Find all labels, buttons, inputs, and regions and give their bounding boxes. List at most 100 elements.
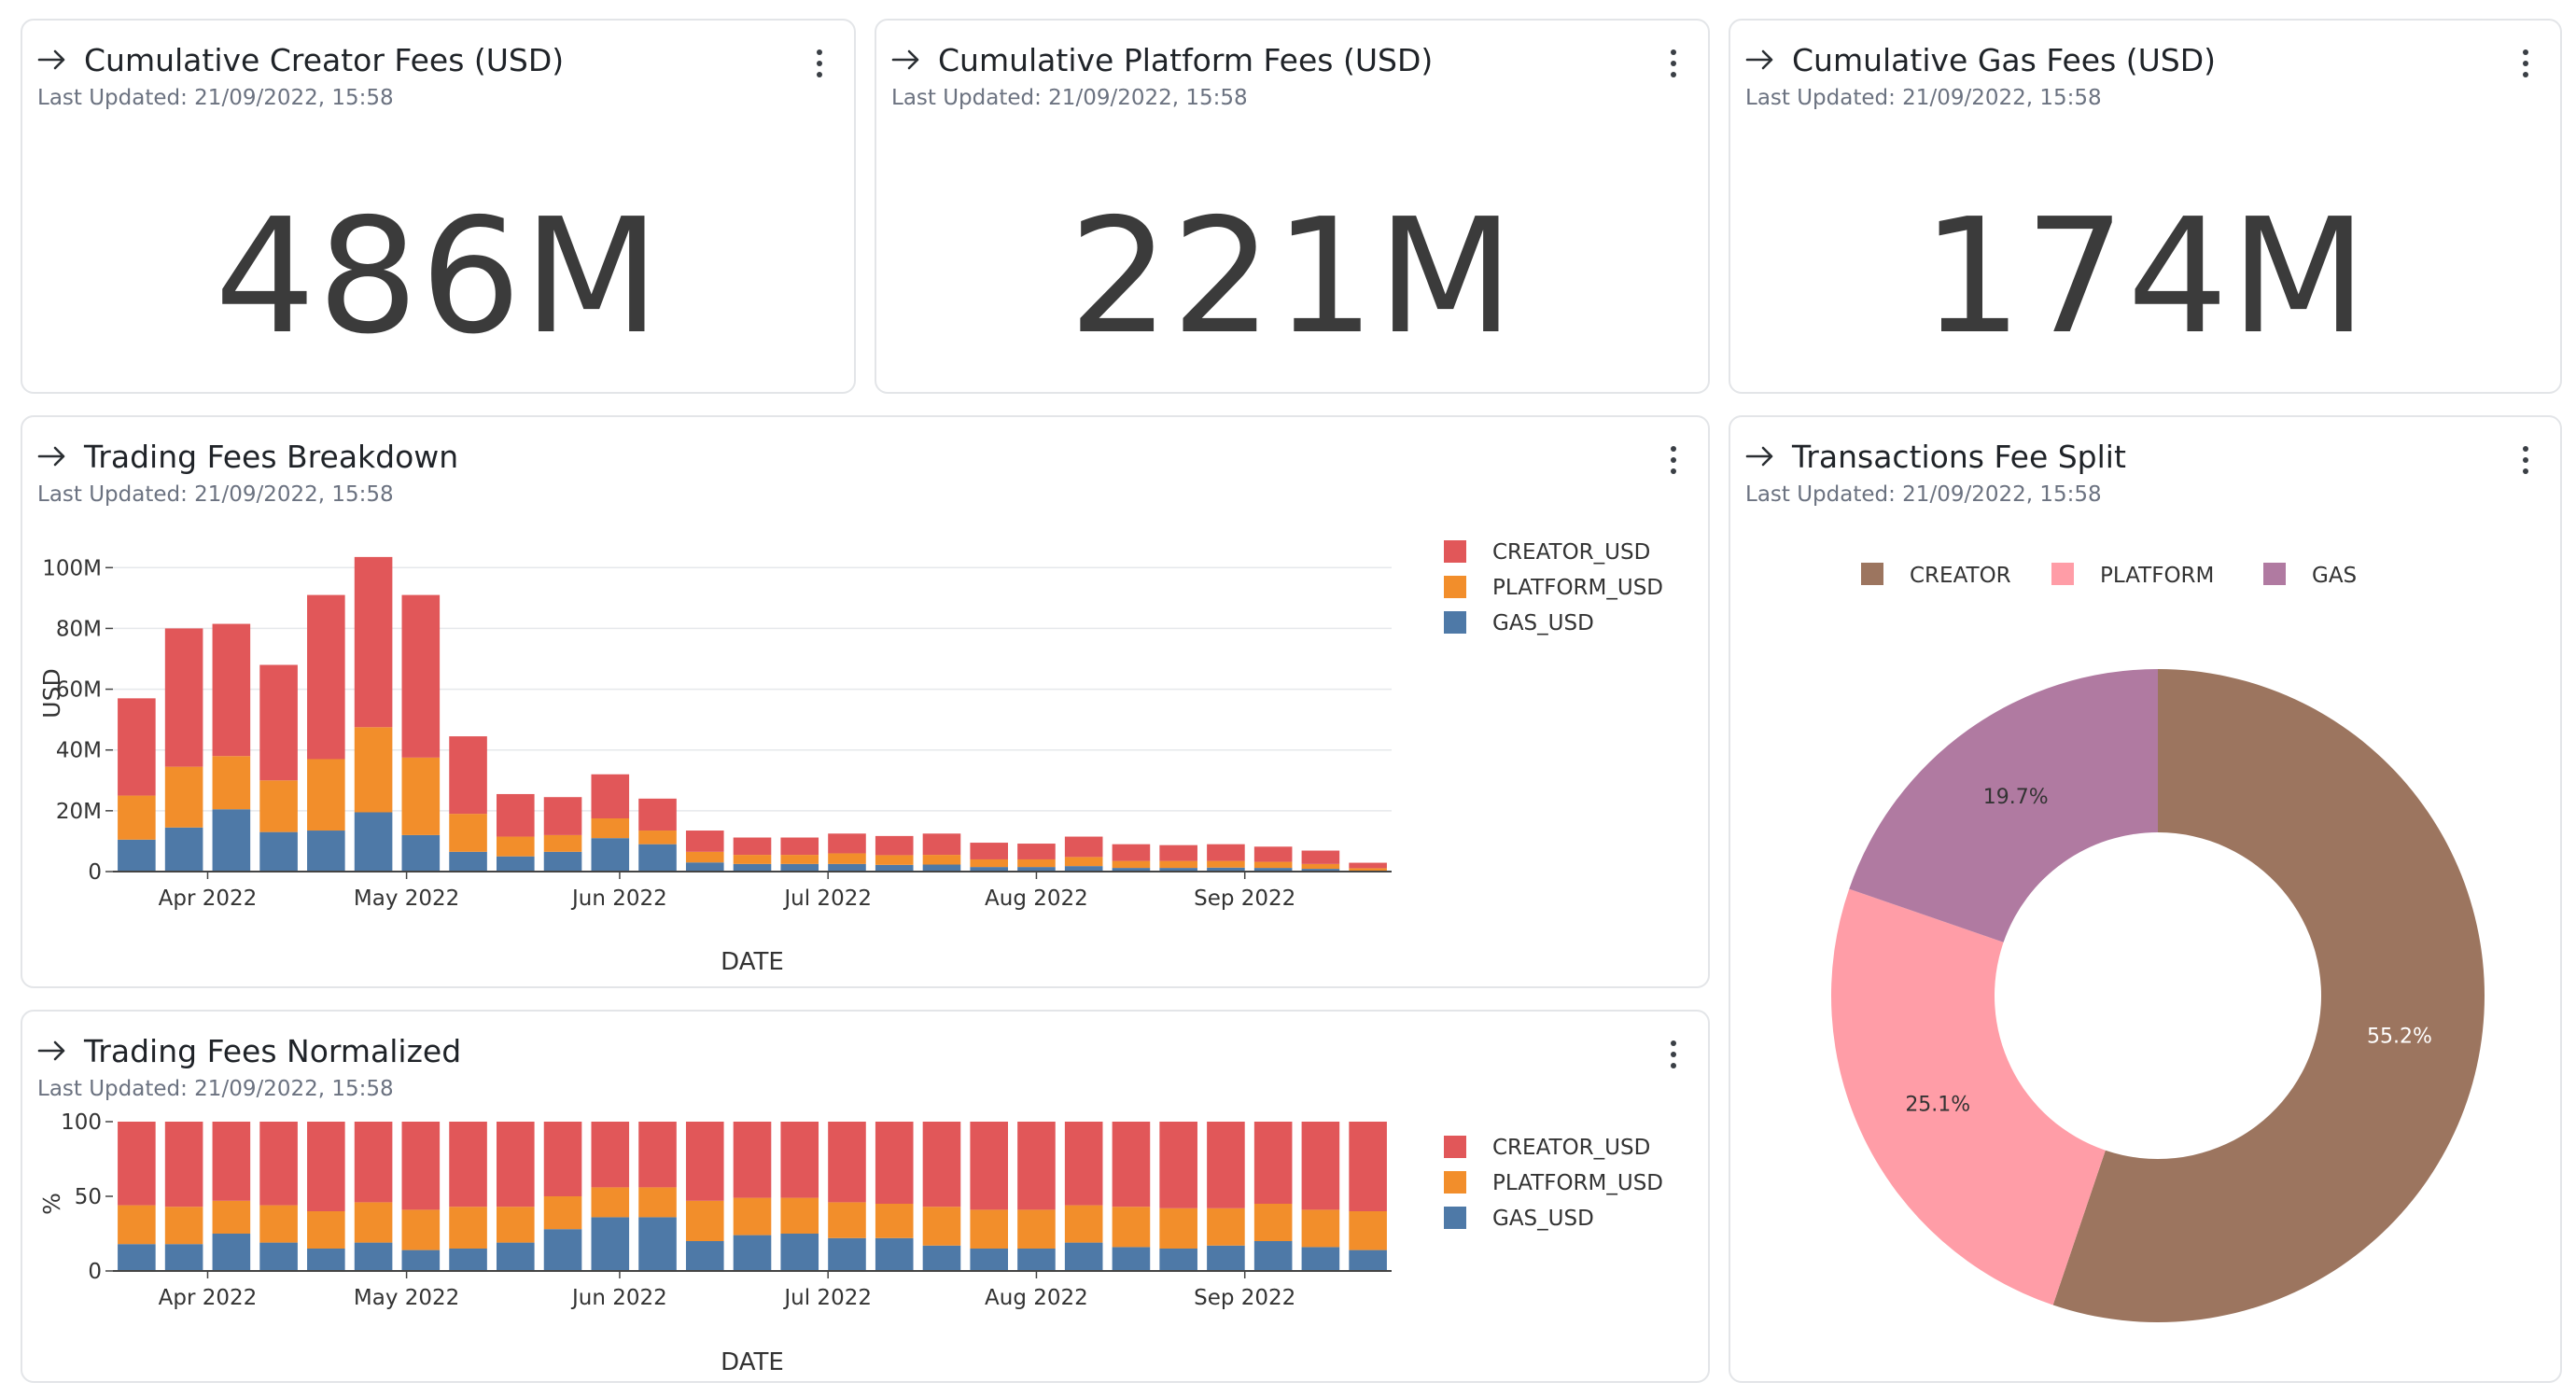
bar-platform-usd (638, 1187, 677, 1218)
x-tick-label: Aug 2022 (985, 886, 1088, 911)
bar-creator-usd (212, 1122, 251, 1201)
kpi-card-gas-fees: Cumulative Gas Fees (USD) Last Updated: … (1729, 19, 2562, 394)
bar-platform-usd (1207, 860, 1245, 868)
bar-gas-usd (875, 864, 914, 872)
arrow-right-icon[interactable] (37, 49, 67, 71)
trading-fees-breakdown-card: Trading Fees Breakdown Last Updated: 21/… (21, 415, 1710, 988)
bar-creator-usd (638, 798, 677, 831)
bar-platform-usd (212, 1200, 251, 1234)
bar-gas-usd (1207, 867, 1245, 872)
bar-creator-usd (1112, 844, 1151, 861)
bar-creator-usd (685, 831, 724, 852)
kebab-menu-icon[interactable] (2512, 440, 2540, 481)
y-tick-label: 100M (42, 556, 102, 580)
bar-creator-usd (1064, 1122, 1103, 1206)
card-title[interactable]: Transactions Fee Split (1792, 438, 2126, 475)
kebab-menu-icon[interactable] (1659, 43, 1687, 84)
last-updated: Last Updated: 21/09/2022, 15:58 (37, 1077, 394, 1101)
bar-gas-usd (828, 863, 866, 872)
normalized-bar-chart: 0 50 100 Apr 2022 May 2022 Jun 2022 Jul 2022 Au… (38, 1110, 1663, 1376)
bar-creator-usd (449, 736, 487, 815)
x-tick-label: Jun 2022 (570, 886, 667, 911)
bar-creator-usd (1207, 1122, 1245, 1208)
bar-platform-usd (118, 795, 156, 840)
legend-swatch (1861, 563, 1883, 585)
bar-platform-usd (970, 859, 1008, 868)
card-title[interactable]: Trading Fees Normalized (84, 1032, 462, 1069)
card-title[interactable]: Cumulative Platform Fees (USD) (938, 41, 1434, 78)
bar-creator-usd (1301, 850, 1340, 864)
bar-platform-usd (733, 855, 772, 864)
arrow-right-icon[interactable] (37, 1040, 67, 1062)
bar-platform-usd (1349, 868, 1387, 872)
arrow-right-icon[interactable] (891, 49, 921, 71)
card-header: Cumulative Gas Fees (USD) Last Updated: … (1745, 39, 2545, 114)
legend-label: PLATFORM_USD (1492, 1171, 1663, 1195)
legend-swatch (1444, 611, 1466, 634)
bar-gas-usd (733, 863, 772, 872)
bar-creator-usd (354, 1122, 393, 1203)
last-updated: Last Updated: 21/09/2022, 15:58 (1745, 86, 2102, 110)
card-header: Transactions Fee Split Last Updated: 21/… (1745, 436, 2545, 510)
bar-creator-usd (212, 623, 251, 757)
bar-gas-usd (591, 1217, 630, 1271)
arrow-right-icon[interactable] (1745, 445, 1775, 468)
kebab-menu-icon[interactable] (1659, 1034, 1687, 1075)
bar-gas-usd (638, 844, 677, 872)
bar-platform-usd (1349, 1211, 1387, 1250)
kebab-menu-icon[interactable] (805, 43, 833, 84)
bar-creator-usd (922, 833, 961, 856)
bar-gas-usd (449, 851, 487, 872)
bar-platform-usd (828, 1202, 866, 1238)
bar-creator-usd (164, 628, 203, 767)
bar-creator-usd (638, 1122, 677, 1188)
bar-platform-usd (1112, 860, 1151, 869)
bar-platform-usd (1112, 1207, 1151, 1248)
x-axis-label: DATE (721, 1348, 784, 1376)
slice-percent-label: 25.1% (1905, 1093, 1970, 1116)
bar-creator-usd (780, 837, 819, 856)
card-title[interactable]: Cumulative Creator Fees (USD) (84, 41, 565, 78)
bar-creator-usd (733, 837, 772, 856)
bar-gas-usd (638, 1217, 677, 1271)
bar-platform-usd (922, 1207, 961, 1246)
bar-gas-usd (780, 1234, 819, 1271)
x-tick-label: May 2022 (354, 886, 459, 911)
bar-gas-usd (1112, 868, 1151, 872)
bar-platform-usd (1253, 861, 1293, 869)
bar-creator-usd (1112, 1122, 1151, 1208)
bar-gas-usd (164, 1244, 203, 1271)
bar-gas-usd (1112, 1247, 1151, 1271)
bar-platform-usd (1253, 1204, 1293, 1241)
bar-platform-usd (1064, 857, 1103, 867)
bar-platform-usd (401, 1209, 441, 1250)
bar-platform-usd (591, 818, 630, 839)
bar-platform-usd (449, 814, 487, 852)
y-tick-label: 20M (56, 800, 102, 824)
x-tick-label: Sep 2022 (1194, 886, 1295, 911)
bar-creator-usd (733, 1122, 772, 1198)
bar-creator-usd (591, 774, 630, 818)
x-tick-label: Apr 2022 (159, 886, 258, 911)
bar-gas-usd (118, 839, 156, 872)
card-title[interactable]: Cumulative Gas Fees (USD) (1792, 41, 2217, 78)
card-title[interactable]: Trading Fees Breakdown (84, 438, 459, 475)
legend-label: GAS (2312, 564, 2357, 588)
arrow-right-icon[interactable] (1745, 49, 1775, 71)
bar-creator-usd (401, 594, 441, 758)
bar-creator-usd (354, 556, 393, 728)
bar-gas-usd (780, 863, 819, 872)
bar-creator-usd (1017, 1122, 1056, 1210)
bar-creator-usd (259, 664, 298, 781)
kebab-menu-icon[interactable] (1659, 440, 1687, 481)
kebab-menu-icon[interactable] (2512, 43, 2540, 84)
y-tick-label: 50 (75, 1185, 102, 1209)
bar-creator-usd (1349, 862, 1387, 869)
bar-creator-usd (1207, 844, 1245, 861)
kpi-value: 486M (214, 185, 663, 370)
arrow-right-icon[interactable] (37, 445, 67, 468)
bar-creator-usd (1064, 836, 1103, 858)
card-header: Cumulative Platform Fees (USD) Last Upda… (891, 39, 1693, 114)
x-tick-label: Sep 2022 (1194, 1286, 1295, 1310)
bar-gas-usd (543, 1229, 582, 1271)
